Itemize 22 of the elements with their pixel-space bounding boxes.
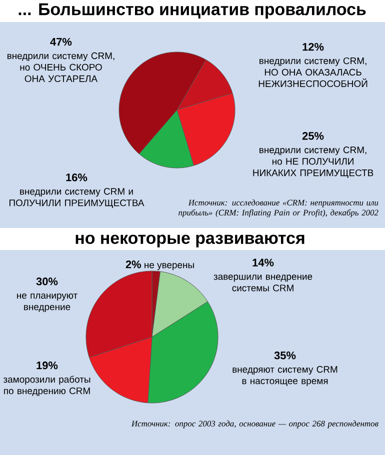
data-label: 25% xyxy=(302,132,324,140)
data-label: 47% xyxy=(50,38,72,46)
data-label: 16% xyxy=(66,174,88,182)
chart-title: ... Большинство инициатив провалилось xyxy=(18,3,366,19)
slice-label: внедрили систему CRM, но НЕ ПОЛУЧИЛИ НИКАКИХ ПРЕИМУЩЕСТВ xyxy=(253,146,374,178)
data-label: 14% xyxy=(252,258,274,266)
text: Источник: исследование «CRM: неприятности или прибыль» (CRM: Inflating Pain or Profit), декабрь 2002 xyxy=(178,200,378,218)
data-label: 35% xyxy=(274,352,296,360)
text: Источник: опрос 2003 года, основание — опрос 268 респондентов xyxy=(131,420,378,428)
slice-label: завершили внедрение системы CRM xyxy=(214,274,312,292)
slice-label: не уверены xyxy=(144,263,194,270)
slice-label: внедрили систему CRM, но ОЧЕНЬ СКОРО ОНА УСТАРЕЛА xyxy=(8,52,114,82)
slice-label: не планируют внедрение xyxy=(17,294,78,312)
data-label: 19% xyxy=(36,362,58,370)
slice-label: внедрили систему CRM и ПОЛУЧИЛИ ПРЕИМУЩЕСТВА xyxy=(10,188,144,208)
slice-label: внедряют систему CRM в настоящее время xyxy=(232,366,338,386)
chart-title: но некоторые развиваются xyxy=(76,234,304,248)
data-label: 30% xyxy=(36,278,58,286)
slice-label: внедрили систему CRM, НО ОНА ОКАЗАЛАСЬ НЕЖИЗНЕСПОСОБНОЙ xyxy=(258,57,368,88)
data-label: 12% xyxy=(302,42,324,51)
data-label: 2% xyxy=(126,260,142,268)
slice-label: заморозили работы по внедрению CRM xyxy=(3,376,90,396)
